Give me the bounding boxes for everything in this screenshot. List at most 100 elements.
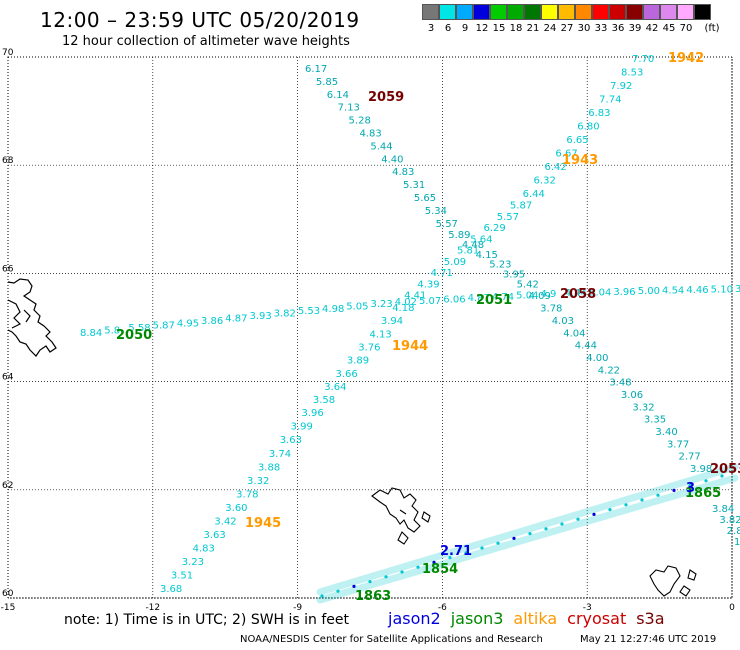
track-1942-value: 3.51	[171, 570, 193, 581]
track-1942-value: 3.78	[236, 489, 258, 500]
track-2059-value: 5.34	[425, 206, 447, 217]
track-1942-value: 4.18	[392, 303, 414, 314]
track-sample-dot	[400, 570, 404, 574]
lat-tick-label: 64	[2, 373, 14, 383]
track-2059-value: 3.95	[503, 270, 525, 281]
footnote: note: 1) Time is in UTC; 2) SWH is in fe…	[64, 612, 350, 628]
track-1942-value: 3.64	[324, 382, 346, 393]
track-2051-value: 4.9	[540, 289, 556, 300]
legend-label: 12	[475, 23, 489, 34]
track-1942-value: 4.41	[404, 290, 426, 301]
legend-swatch	[456, 4, 473, 20]
track-1942-value: 3.89	[347, 356, 369, 367]
satellite-jason2: jason2	[388, 609, 441, 628]
track-2051-value: 3.23	[370, 299, 392, 310]
lat-tick-label: 70	[2, 48, 14, 58]
track-1942-value: 4.71	[431, 268, 453, 279]
legend-swatch	[694, 4, 711, 20]
track-2051-value: 4.54	[662, 286, 684, 297]
track-2059-value: 6.17	[305, 64, 327, 75]
track-2059-value: 3.84	[712, 504, 734, 515]
track-2051-value: 4.02	[395, 297, 417, 308]
track-1942-value: 4.13	[370, 329, 392, 340]
track-2059-value: 6.14	[327, 90, 349, 101]
track-2059-value: 3.32	[632, 402, 654, 413]
track-sample-dot	[688, 484, 692, 488]
legend-label: 24	[543, 23, 557, 34]
legend-label: 70	[679, 23, 693, 34]
track-1942-value: 3.99	[291, 422, 313, 433]
track-1942-value: 7.74	[599, 94, 621, 105]
pass-time-2059: 2059	[368, 90, 404, 105]
satellite-legend: jason2 jason3 altika cryosat s3a	[388, 609, 675, 628]
track-2059-value: 3.77	[667, 439, 689, 450]
track-2059-value: 3.35	[644, 415, 666, 426]
shetland-islands	[649, 565, 697, 597]
legend-swatch	[626, 4, 643, 20]
lat-tick-label: 60	[2, 589, 14, 599]
legend-label: 18	[509, 23, 523, 34]
pass-time-1865: 1865	[685, 486, 721, 501]
credit-line: NOAA/NESDIS Center for Satellite Applica…	[240, 634, 543, 645]
track-1942-value: 3.96	[302, 408, 324, 419]
track-2059-value: 3.06	[621, 390, 643, 401]
pass-time-1945: 1945	[245, 516, 281, 531]
legend-label: 45	[662, 23, 676, 34]
track-sample-dot	[464, 551, 468, 555]
legend-swatch	[660, 4, 677, 20]
track-1942-value: 6.67	[555, 148, 577, 159]
pass-time-2058: 2058	[560, 287, 596, 302]
lon-tick-label: -3	[583, 603, 592, 613]
track-1942-value: 7.92	[610, 81, 632, 92]
track-2051-value: 8.84	[80, 328, 102, 339]
track-2059-value: 3.40	[655, 427, 677, 438]
track-1942-value: 3.63	[280, 435, 302, 446]
track-sample-dot	[672, 488, 676, 492]
track-sample-dot	[448, 556, 452, 560]
track-2051-value: 4.44	[565, 288, 587, 299]
legend-swatch	[507, 4, 524, 20]
track-sample-dot	[432, 560, 436, 565]
track-1942-value: 6.44	[523, 189, 545, 200]
legend-label: 3	[427, 23, 435, 34]
track-1942-value: 3.74	[269, 449, 291, 460]
track-2059-value: 4.09	[529, 291, 551, 302]
legend-label: 15	[492, 23, 506, 34]
lat-tick-label: 68	[2, 156, 14, 166]
wave-height-values: 6.175.856.147.135.284.835.444.404.835.31…	[80, 54, 740, 598]
track-2059-value: 4.04	[563, 328, 585, 339]
track-2051-value: 5.00	[638, 286, 660, 297]
altimeter-track-lines	[316, 463, 739, 604]
track-1942-value: 4.83	[193, 543, 215, 554]
track-2051-value: 4.46	[686, 285, 708, 296]
legend-swatch	[609, 4, 626, 20]
track-2059-value: 7.13	[338, 103, 360, 114]
satellite-s3a: s3a	[636, 609, 665, 628]
track-1942-value: 3.32	[247, 476, 269, 487]
track-sample-dot	[624, 503, 628, 507]
track-2059-value: 4.44	[575, 341, 597, 352]
legend-label: 33	[594, 23, 608, 34]
track-2059-value: 4.40	[381, 154, 403, 165]
pass-time-2053: 2053	[710, 462, 740, 477]
track-1942-value: 5.57	[497, 212, 519, 223]
pass-time-2050: 2050	[116, 328, 152, 343]
track-2051-value: 3.90	[735, 284, 740, 295]
track-2059-value: 4.83	[392, 167, 414, 178]
track-1942-value: 6.65	[566, 135, 588, 146]
track-1942-value: 6.32	[534, 175, 556, 186]
track-sample-dot	[592, 512, 596, 517]
legend-swatch	[558, 4, 575, 20]
legend-swatch	[541, 4, 558, 20]
track-sample-dot	[336, 589, 340, 593]
track-2059-value: 4.22	[598, 365, 620, 376]
greenland-coastline	[7, 278, 57, 357]
track-2051-value: 5.07	[419, 296, 441, 307]
track-1942-value: 6.42	[544, 162, 566, 173]
track-2051-value: 3.82	[274, 309, 296, 320]
track-sample-dot	[720, 474, 724, 478]
track-sample-dot	[368, 580, 372, 584]
legend-swatch	[439, 4, 456, 20]
track-2051-value: 5.53	[298, 306, 320, 317]
